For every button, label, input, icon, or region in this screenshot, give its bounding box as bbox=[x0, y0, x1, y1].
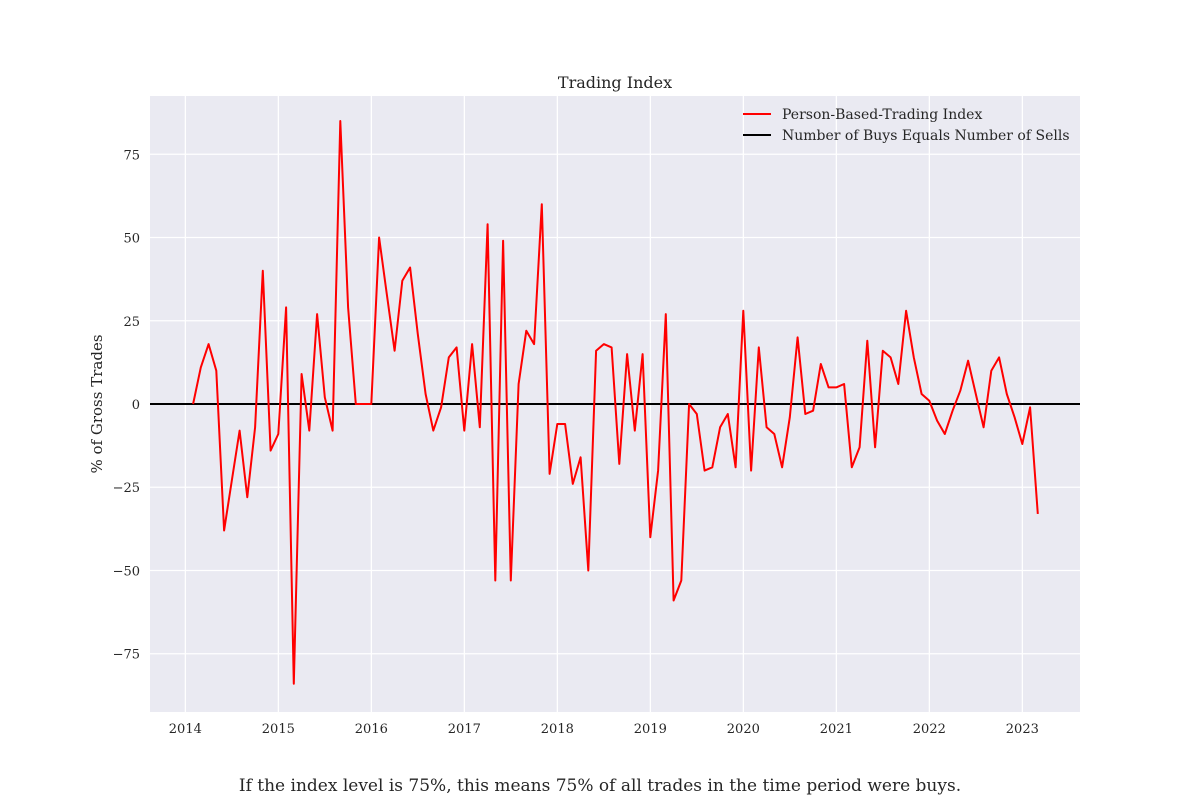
y-tick-label: −25 bbox=[113, 481, 140, 496]
series-layer bbox=[150, 120, 1080, 685]
x-tick-label: 2014 bbox=[169, 722, 202, 737]
series-line-person-based-trading-index bbox=[192, 120, 1039, 685]
y-tick-label: −75 bbox=[113, 648, 140, 663]
y-tick-label: −50 bbox=[113, 564, 140, 579]
trading-index-chart: Trading Index 2014 2015 2016 2017 2018 2019 20… bbox=[88, 73, 1080, 737]
y-axis-label: % of Gross Trades bbox=[88, 334, 106, 473]
tick-labels: 2014 2015 2016 2017 2018 2019 2020 2021 2022 2023… bbox=[113, 148, 1039, 737]
legend: Person-Based-Trading Index Number of Buy… bbox=[743, 107, 1070, 144]
x-tick-label: 2019 bbox=[634, 722, 667, 737]
x-tick-label: 2017 bbox=[448, 722, 481, 737]
y-tick-label: 25 bbox=[123, 315, 140, 330]
x-tick-label: 2022 bbox=[913, 722, 946, 737]
x-tick-label: 2021 bbox=[820, 722, 853, 737]
x-tick-label: 2016 bbox=[355, 722, 388, 737]
chart-footnote: If the index level is 75%, this means 75… bbox=[238, 776, 962, 796]
y-tick-label: 0 bbox=[132, 398, 140, 413]
x-tick-label: 2020 bbox=[727, 722, 760, 737]
y-tick-label: 75 bbox=[123, 148, 140, 163]
legend-label-person-based-trading-index: Person-Based-Trading Index bbox=[782, 107, 982, 123]
x-tick-label: 2018 bbox=[541, 722, 574, 737]
y-tick-label: 50 bbox=[123, 232, 140, 247]
chart-title: Trading Index bbox=[558, 73, 672, 92]
x-tick-label: 2015 bbox=[262, 722, 295, 737]
x-tick-label: 2023 bbox=[1006, 722, 1039, 737]
legend-label-buys-equals-sells: Number of Buys Equals Number of Sells bbox=[782, 128, 1070, 144]
